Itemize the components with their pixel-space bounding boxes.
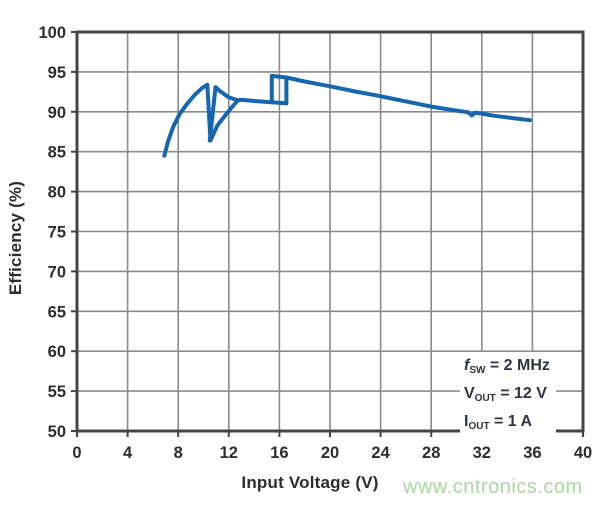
x-axis-title: Input Voltage (V): [241, 473, 379, 492]
y-tick-label: 55: [48, 383, 66, 401]
x-tick-label: 28: [422, 444, 440, 462]
x-tick-label: 20: [321, 444, 339, 462]
watermark: www.cntronics.com: [403, 476, 583, 498]
x-tick-label: 32: [473, 444, 491, 462]
annotation-vout-subscript: OUT: [474, 393, 496, 404]
annotation-fsw-value: = 2 MHz: [485, 357, 550, 374]
annotation-fsw: fSW = 2 MHz: [464, 354, 550, 382]
y-axis-title: Efficiency (%): [6, 180, 25, 296]
y-tick-label: 95: [48, 64, 66, 82]
annotation-iout-symbol: I: [464, 413, 469, 430]
x-tick-label: 0: [72, 444, 81, 462]
y-tick-label: 85: [48, 144, 66, 162]
annotation-fsw-subscript: SW: [469, 365, 486, 376]
y-tick-label: 80: [48, 184, 66, 202]
y-tick-label: 60: [48, 343, 66, 361]
x-tick-label: 4: [123, 444, 133, 462]
annotation-fsw-symbol: f: [464, 357, 470, 374]
operating-conditions-annotation: fSW = 2 MHz VOUT = 12 V IOUT = 1 A: [460, 352, 556, 440]
annotation-vout-symbol: V: [464, 385, 475, 402]
annotation-iout: IOUT = 1 A: [464, 410, 550, 438]
x-tick-label: 24: [371, 444, 390, 462]
x-tick-label: 12: [220, 444, 238, 462]
x-tick-label: 36: [523, 444, 541, 462]
annotation-iout-value: = 1 A: [489, 413, 533, 430]
x-tick-label: 8: [174, 444, 183, 462]
y-tick-label: 90: [48, 104, 66, 122]
efficiency-curve: [269, 73, 289, 105]
annotation-vout: VOUT = 12 V: [464, 382, 550, 410]
y-tick-label: 65: [48, 303, 66, 321]
y-tick-label: 75: [48, 224, 66, 242]
y-tick-label: 50: [48, 423, 66, 441]
x-tick-label: 16: [270, 444, 288, 462]
plot-frame: [75, 30, 585, 433]
x-tick-label: 40: [574, 444, 592, 462]
y-tick-label: 70: [48, 263, 66, 281]
annotation-iout-subscript: OUT: [468, 421, 490, 432]
efficiency-curve: [207, 85, 240, 143]
y-tick-label: 100: [38, 24, 66, 42]
annotation-vout-value: = 12 V: [495, 385, 547, 402]
